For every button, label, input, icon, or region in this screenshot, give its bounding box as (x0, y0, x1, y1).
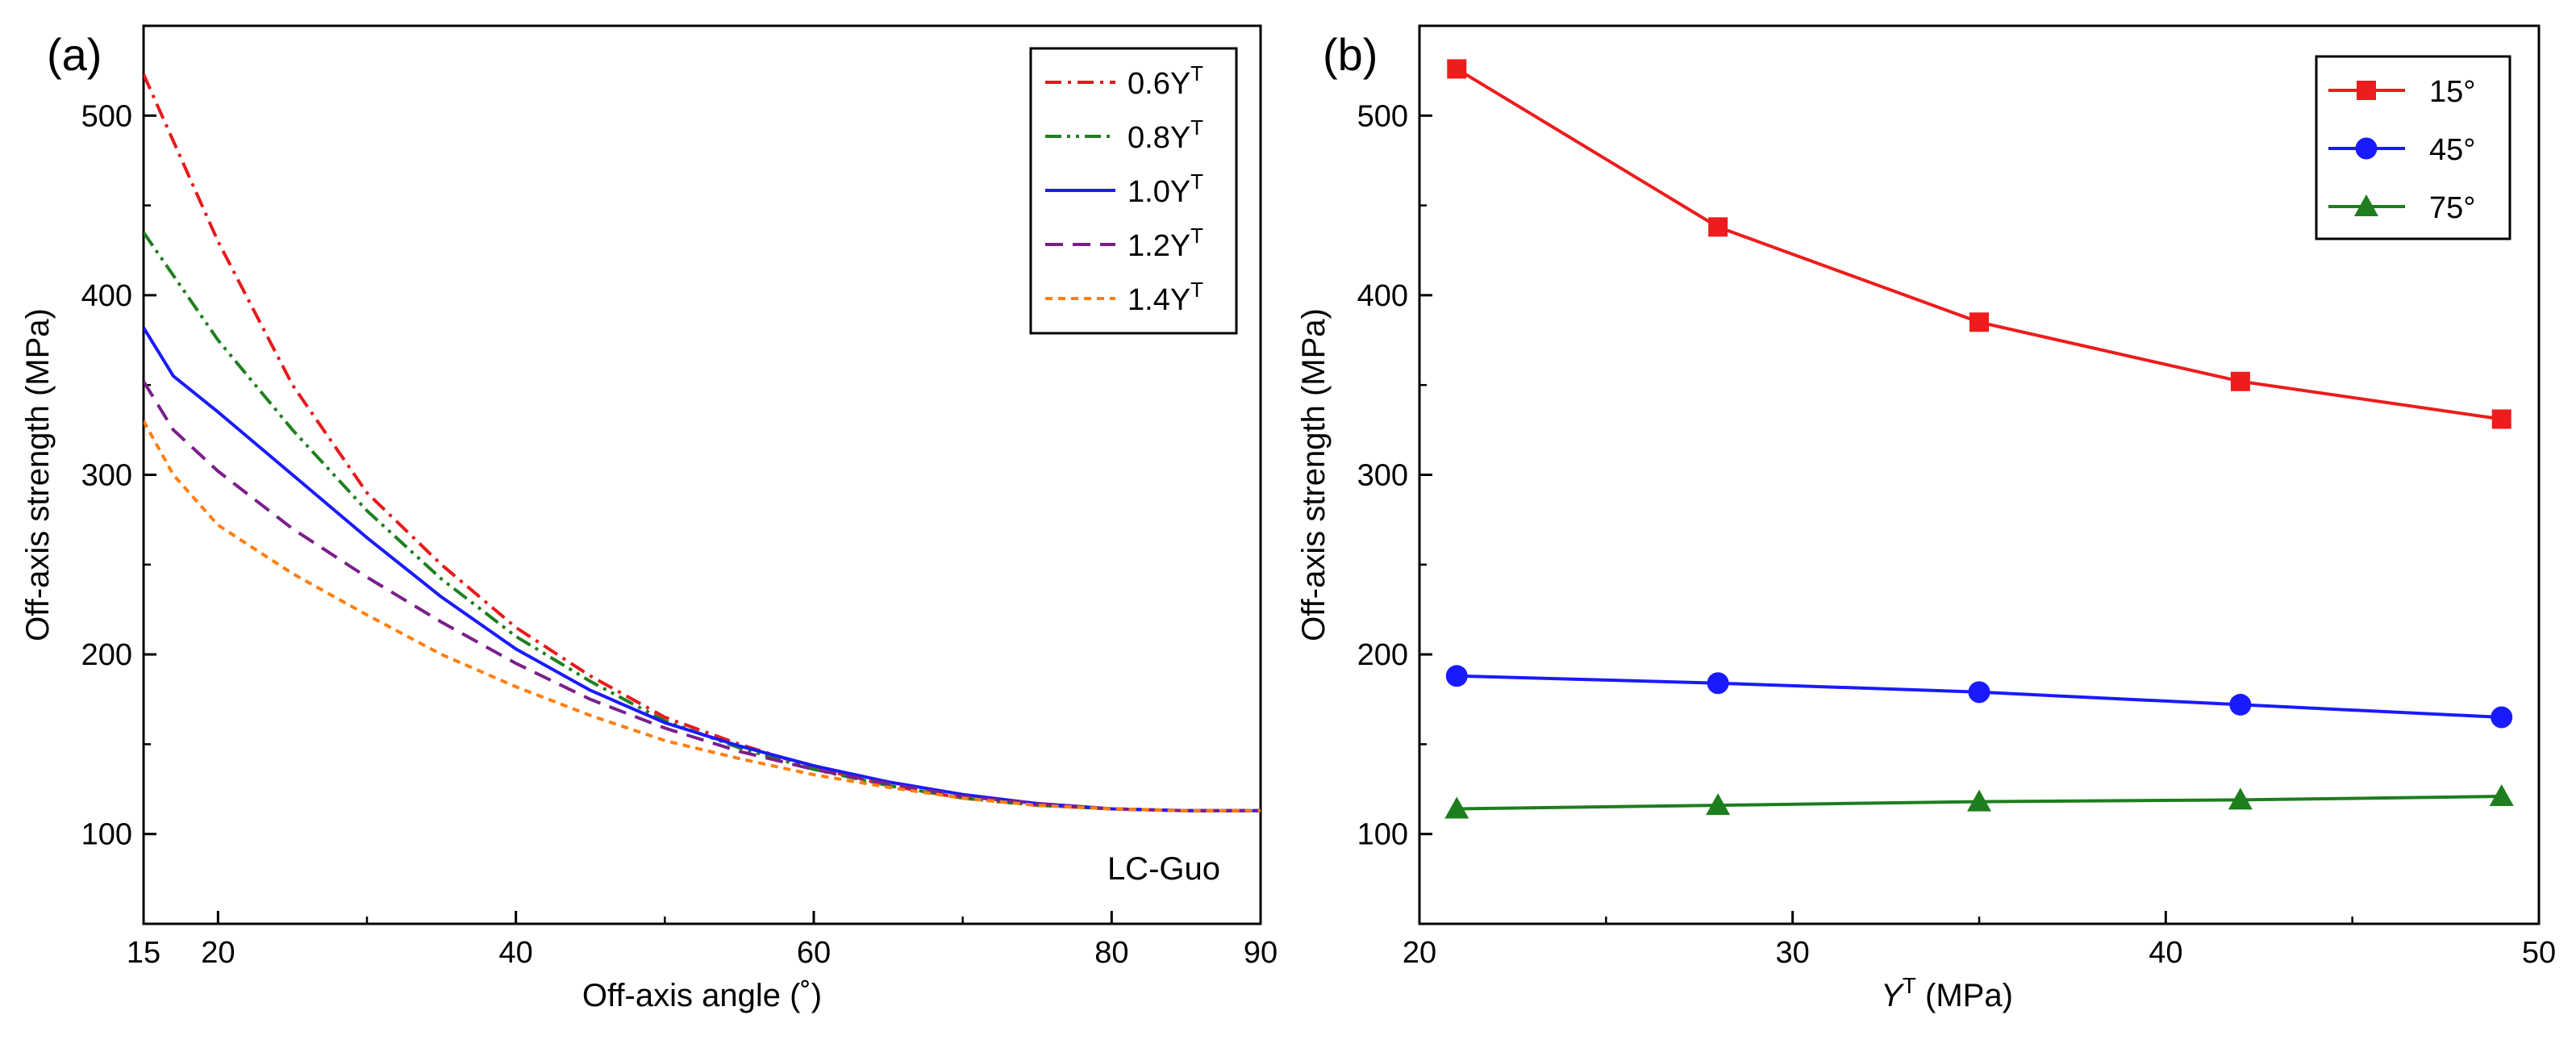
data-point (1445, 665, 1468, 687)
data-point (2230, 371, 2250, 391)
data-point (2355, 137, 2378, 160)
series-line (144, 420, 1261, 812)
x-tick-label: 40 (2149, 936, 2182, 970)
x-axis-title: Off-axis angle (˚) (582, 978, 822, 1013)
data-point (1967, 789, 1991, 812)
x-tick-label: 15 (127, 936, 160, 970)
data-point (1447, 59, 1467, 79)
x-axis-title-sup: T (1903, 973, 1916, 998)
data-point (2489, 783, 2514, 806)
data-point (2228, 787, 2253, 810)
data-point (1708, 217, 1728, 237)
x-tick-label: 20 (201, 936, 235, 970)
y-tick-label: 400 (1357, 279, 1408, 313)
x-tick-label: 20 (1403, 936, 1436, 970)
data-point (1706, 793, 1731, 816)
data-point (2354, 194, 2378, 216)
x-tick-label: 80 (1094, 936, 1128, 970)
panel-label: (a) (47, 29, 102, 80)
legend-label-superscript: T (1190, 61, 1203, 86)
legend-label-superscript: T (1190, 223, 1203, 248)
y-tick-label: 300 (81, 459, 132, 493)
y-tick-label: 200 (1357, 638, 1408, 672)
panel-a: 15 20 40 60 80 90 100 200 300 400 500 Off-axis stre… (20, 24, 1278, 1013)
series-line (144, 380, 1261, 812)
legend-label: 75° (2429, 191, 2475, 225)
data-point (2229, 693, 2252, 716)
plot-area (144, 73, 1261, 812)
y-tick-label: 100 (81, 818, 132, 852)
y-axis-title: Off-axis strength (MPa) (1296, 308, 1332, 641)
data-point (2491, 409, 2511, 429)
x-axis-title: YT (MPa) (1881, 973, 2013, 1013)
panel-label: (b) (1323, 29, 1378, 80)
y-tick-label: 100 (1357, 818, 1408, 852)
panel-b: 20 30 40 50 100 200 300 400 500 Off-axis strength… (1296, 24, 2556, 1013)
data-point (1968, 681, 1990, 704)
data-point (1707, 672, 1729, 695)
series-line (144, 326, 1261, 812)
legend-label-superscript: T (1190, 169, 1203, 194)
data-point (1444, 796, 1469, 819)
annotation-label: LC-Guo (1107, 851, 1220, 887)
legend-label-superscript: T (1190, 115, 1203, 140)
x-tick-label: 60 (797, 936, 831, 970)
data-point (2357, 81, 2376, 100)
x-tick-label: 50 (2522, 936, 2556, 970)
legend-label: 45° (2429, 133, 2475, 167)
legend-label: 0.6YT (1128, 61, 1203, 101)
x-tick-label: 30 (1776, 936, 1810, 970)
legend-label: 15° (2429, 75, 2475, 109)
y-tick-label: 200 (81, 638, 132, 672)
legend-label-superscript: T (1190, 278, 1203, 302)
data-point (2491, 706, 2513, 729)
data-point (1970, 312, 1989, 332)
y-tick-label: 500 (1357, 99, 1408, 133)
x-tick-label: 40 (499, 936, 533, 970)
x-tick-label: 90 (1244, 936, 1278, 970)
x-axis-title-main: Y (1881, 978, 1905, 1013)
y-tick-label: 400 (81, 279, 132, 313)
y-axis-title: Off-axis strength (MPa) (20, 308, 56, 641)
y-tick-label: 300 (1357, 459, 1408, 493)
legend-label: 1.0YT (1128, 169, 1203, 209)
y-tick-label: 500 (81, 99, 132, 133)
x-axis-title-unit: (MPa) (1916, 978, 2013, 1013)
